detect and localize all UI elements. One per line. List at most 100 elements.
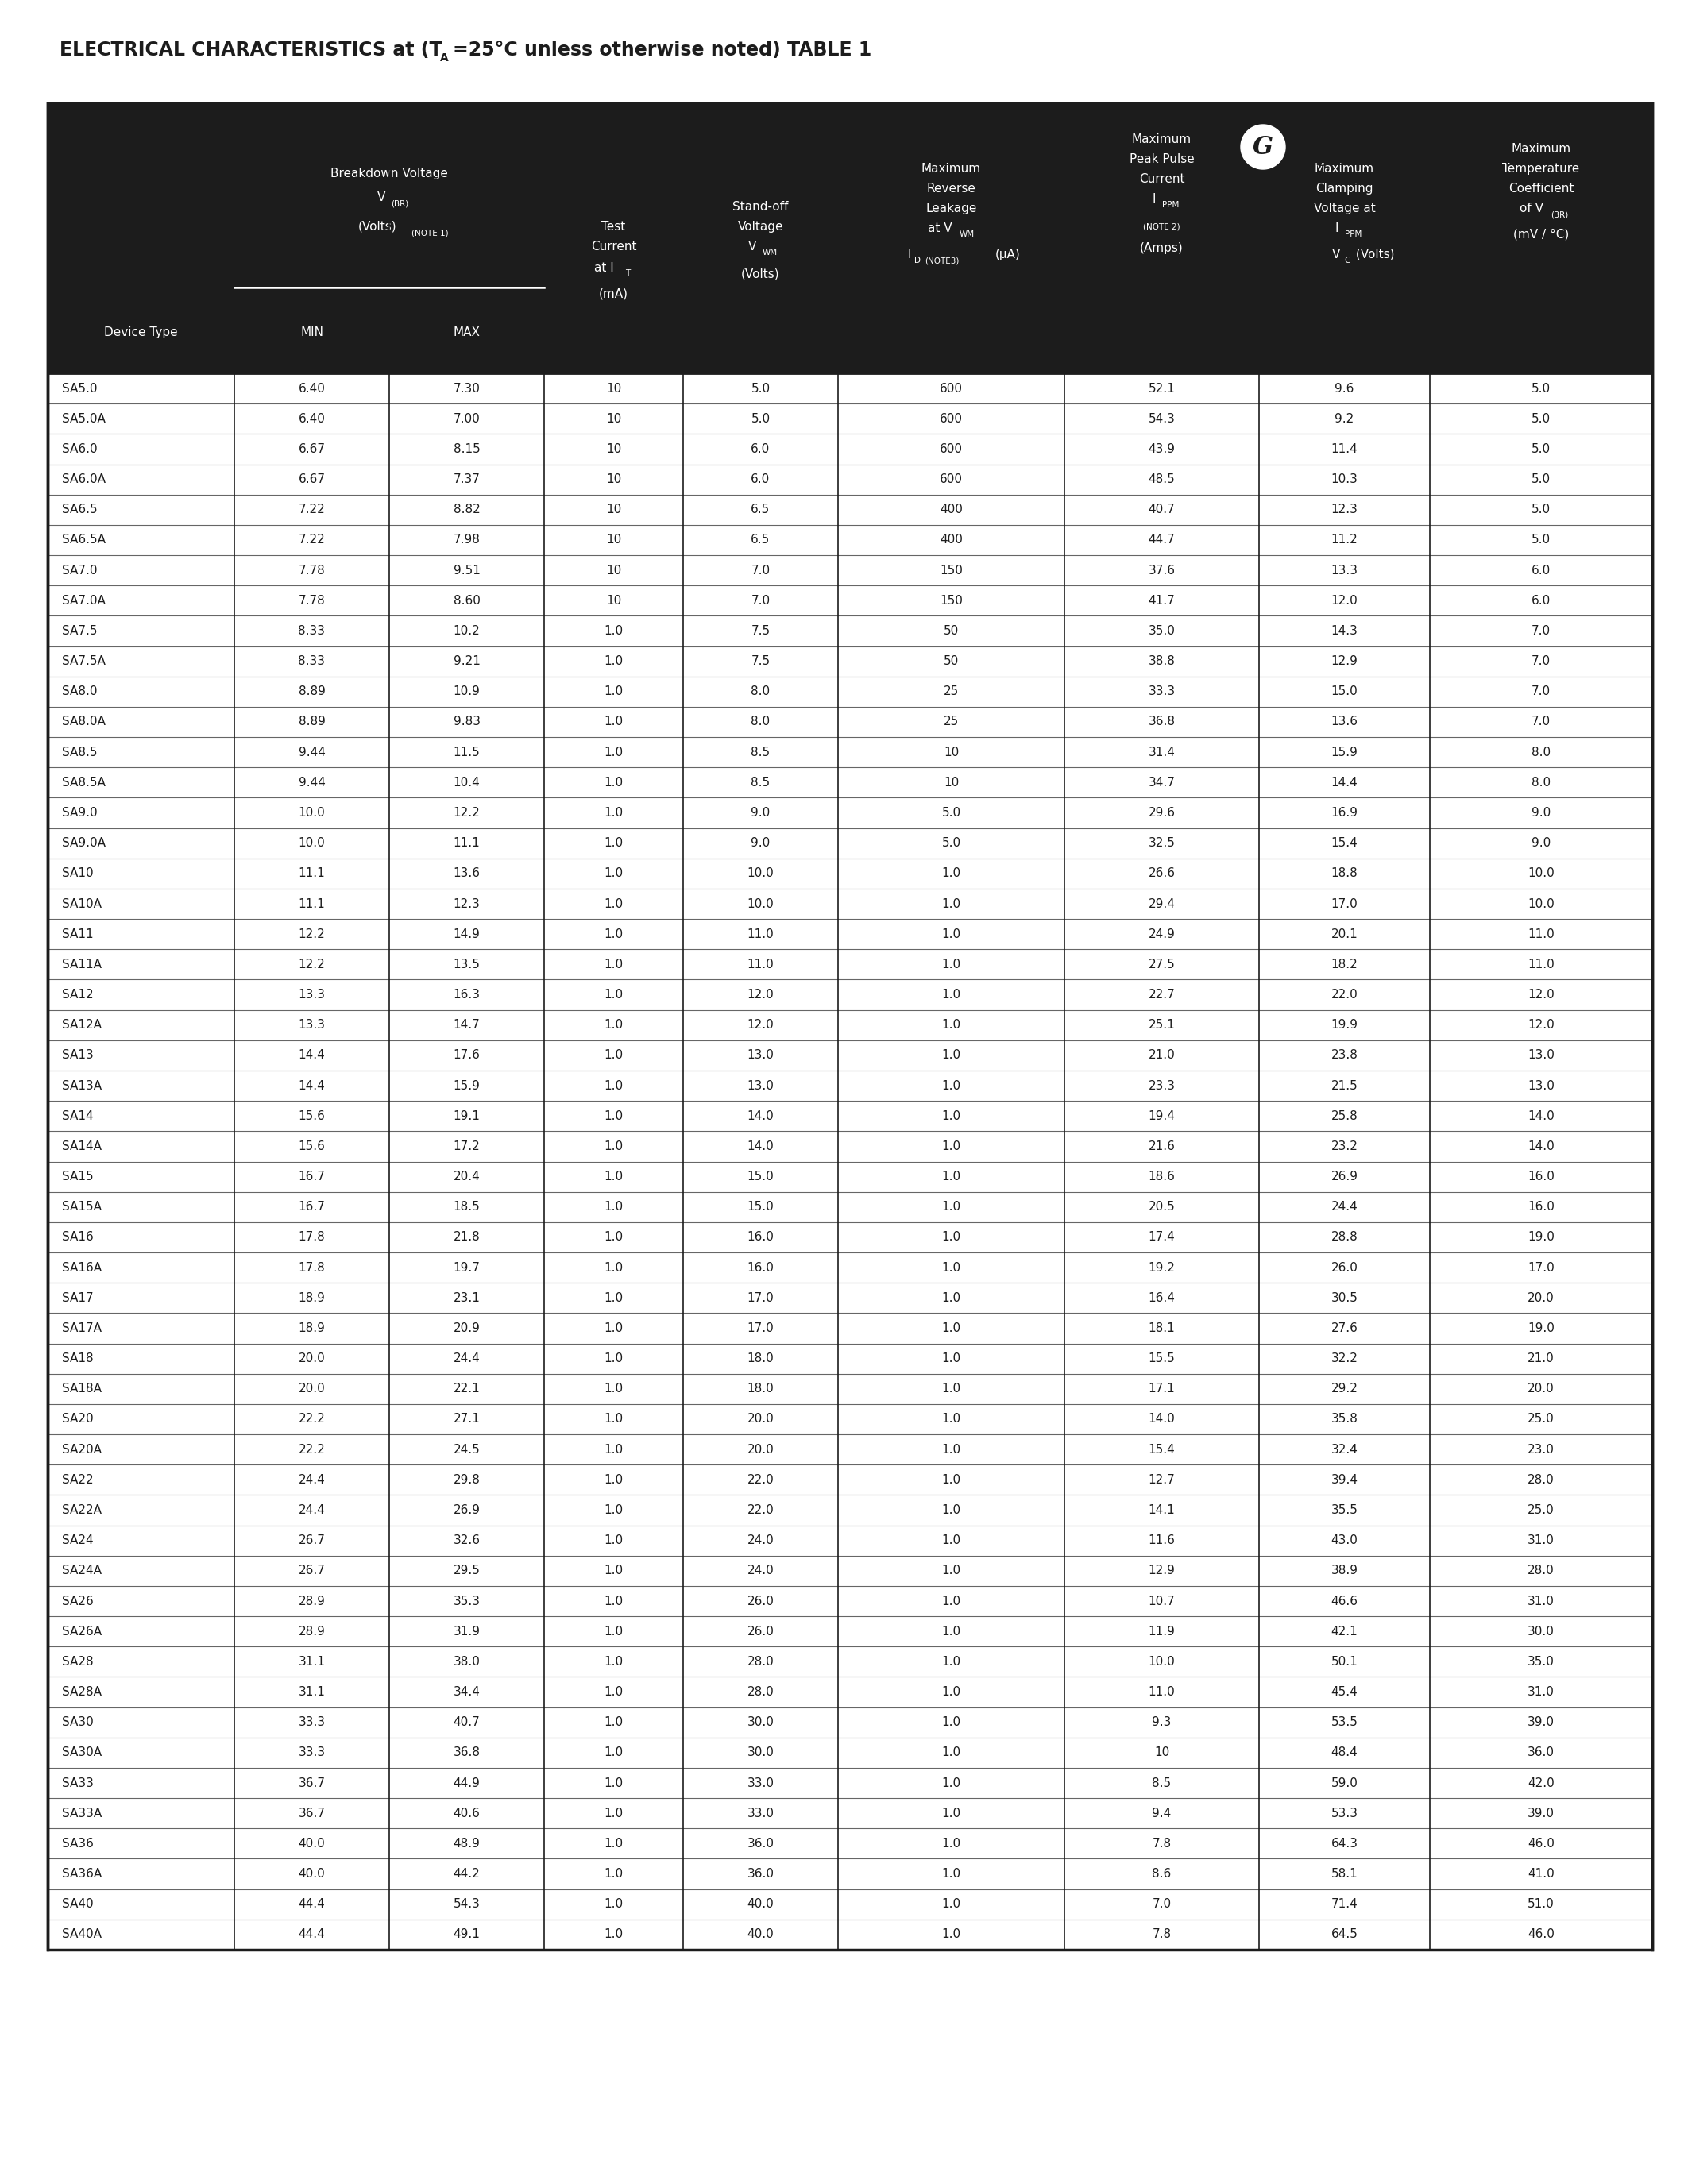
- Bar: [47, 103, 1653, 373]
- Text: 1.0: 1.0: [604, 806, 623, 819]
- Text: 32.6: 32.6: [452, 1535, 479, 1546]
- Text: at V: at V: [928, 223, 952, 234]
- Text: 10.7: 10.7: [1148, 1594, 1175, 1607]
- Text: 32.4: 32.4: [1330, 1444, 1357, 1455]
- Text: 53.3: 53.3: [1330, 1808, 1357, 1819]
- Text: 1.0: 1.0: [604, 1928, 623, 1942]
- Text: 50: 50: [944, 655, 959, 668]
- Text: 1.0: 1.0: [604, 898, 623, 911]
- Text: G: G: [1252, 135, 1273, 159]
- Text: 14.4: 14.4: [1332, 778, 1357, 788]
- Text: 46.0: 46.0: [1528, 1928, 1555, 1942]
- Text: 1.0: 1.0: [604, 1505, 623, 1516]
- Text: 22.0: 22.0: [748, 1474, 775, 1485]
- Text: SA9.0: SA9.0: [62, 806, 98, 819]
- Text: 54.3: 54.3: [452, 1898, 479, 1911]
- Text: 29.6: 29.6: [1148, 806, 1175, 819]
- Text: 10.4: 10.4: [454, 778, 479, 788]
- Text: 1.0: 1.0: [942, 1505, 960, 1516]
- Text: 12.9: 12.9: [1148, 1564, 1175, 1577]
- Text: 29.5: 29.5: [452, 1564, 479, 1577]
- Text: 29.4: 29.4: [1148, 898, 1175, 911]
- Text: 1.0: 1.0: [942, 1232, 960, 1243]
- Text: 10: 10: [606, 382, 621, 395]
- Text: 10: 10: [606, 535, 621, 546]
- Text: 30.0: 30.0: [748, 1747, 775, 1758]
- Text: 50: 50: [944, 625, 959, 638]
- Text: 50.1: 50.1: [1332, 1655, 1357, 1669]
- Text: 48.4: 48.4: [1332, 1747, 1357, 1758]
- Text: (NOTE 2): (NOTE 2): [1143, 223, 1180, 229]
- Text: SA5.0A: SA5.0A: [62, 413, 106, 424]
- Text: 8.0: 8.0: [1531, 778, 1551, 788]
- Text: SA22: SA22: [62, 1474, 93, 1485]
- Text: 46.0: 46.0: [1528, 1837, 1555, 1850]
- Text: 8.89: 8.89: [299, 716, 326, 727]
- Text: 1.0: 1.0: [604, 1140, 623, 1153]
- Text: 24.5: 24.5: [454, 1444, 479, 1455]
- Text: WM: WM: [959, 229, 974, 238]
- Text: 7.78: 7.78: [299, 563, 326, 577]
- Text: 26.0: 26.0: [748, 1625, 775, 1638]
- Text: (NOTE3): (NOTE3): [925, 256, 959, 264]
- Text: SA26: SA26: [62, 1594, 93, 1607]
- Text: 5.0: 5.0: [1531, 474, 1551, 485]
- Text: 43.9: 43.9: [1148, 443, 1175, 454]
- Text: 18.2: 18.2: [1332, 959, 1357, 970]
- Text: 13.5: 13.5: [452, 959, 479, 970]
- Text: 12.9: 12.9: [1330, 655, 1357, 668]
- Text: 17.8: 17.8: [299, 1232, 326, 1243]
- Text: 400: 400: [940, 535, 962, 546]
- Text: 21.0: 21.0: [1528, 1352, 1555, 1365]
- Text: 150: 150: [940, 563, 962, 577]
- Text: SA28A: SA28A: [62, 1686, 101, 1697]
- Text: SA16A: SA16A: [62, 1262, 101, 1273]
- Text: 15.9: 15.9: [452, 1079, 479, 1092]
- Text: 7.0: 7.0: [1531, 686, 1551, 697]
- Text: SA5.0: SA5.0: [62, 382, 98, 395]
- Text: 44.9: 44.9: [452, 1778, 479, 1789]
- Text: 32.2: 32.2: [1330, 1352, 1357, 1365]
- Text: 13.6: 13.6: [452, 867, 479, 880]
- Text: 1.0: 1.0: [604, 1686, 623, 1697]
- Text: 1.0: 1.0: [942, 1474, 960, 1485]
- Text: 9.4: 9.4: [1153, 1808, 1171, 1819]
- Text: SA10A: SA10A: [62, 898, 101, 911]
- Text: SA14: SA14: [62, 1109, 93, 1123]
- Text: 27.5: 27.5: [1148, 959, 1175, 970]
- Text: SA14A: SA14A: [62, 1140, 101, 1153]
- Text: 21.8: 21.8: [454, 1232, 479, 1243]
- Text: 25.0: 25.0: [1528, 1505, 1555, 1516]
- Text: 11.1: 11.1: [299, 867, 326, 880]
- Text: 6.0: 6.0: [751, 443, 770, 454]
- Text: (BR): (BR): [392, 199, 408, 207]
- Text: 1.0: 1.0: [604, 1262, 623, 1273]
- Text: 1.0: 1.0: [604, 716, 623, 727]
- Text: V: V: [748, 240, 756, 251]
- Text: SA8.0A: SA8.0A: [62, 716, 106, 727]
- Text: 12.2: 12.2: [299, 959, 326, 970]
- Text: 22.7: 22.7: [1148, 989, 1175, 1000]
- Text: SA9.0A: SA9.0A: [62, 836, 106, 850]
- Text: 20.0: 20.0: [1528, 1382, 1555, 1396]
- Text: Coefficient: Coefficient: [1509, 181, 1573, 194]
- Text: 25.0: 25.0: [1528, 1413, 1555, 1426]
- Text: 9.2: 9.2: [1335, 413, 1354, 424]
- Text: A: A: [441, 52, 449, 63]
- Text: 44.2: 44.2: [454, 1867, 479, 1880]
- Text: 1.0: 1.0: [604, 655, 623, 668]
- Text: 45.4: 45.4: [1332, 1686, 1357, 1697]
- Text: 18.0: 18.0: [748, 1382, 775, 1396]
- Text: 6.0: 6.0: [1531, 594, 1551, 607]
- Text: G: G: [1315, 122, 1332, 144]
- Text: C: C: [1344, 256, 1350, 264]
- Text: 10.2: 10.2: [454, 625, 479, 638]
- Text: MAX: MAX: [452, 325, 479, 339]
- Text: 6.0: 6.0: [1531, 563, 1551, 577]
- Text: SA6.5: SA6.5: [62, 505, 98, 515]
- Text: 15.0: 15.0: [1332, 686, 1357, 697]
- Text: 49.1: 49.1: [452, 1928, 479, 1942]
- Text: 9.3: 9.3: [1151, 1717, 1171, 1728]
- Text: 11.0: 11.0: [748, 959, 775, 970]
- Text: 20.0: 20.0: [299, 1352, 326, 1365]
